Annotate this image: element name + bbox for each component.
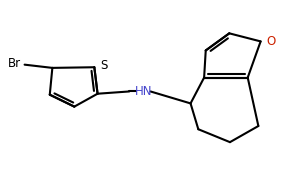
Text: Br: Br — [8, 57, 21, 70]
Text: S: S — [100, 59, 107, 72]
Text: O: O — [266, 35, 276, 48]
Text: HN: HN — [135, 85, 152, 98]
